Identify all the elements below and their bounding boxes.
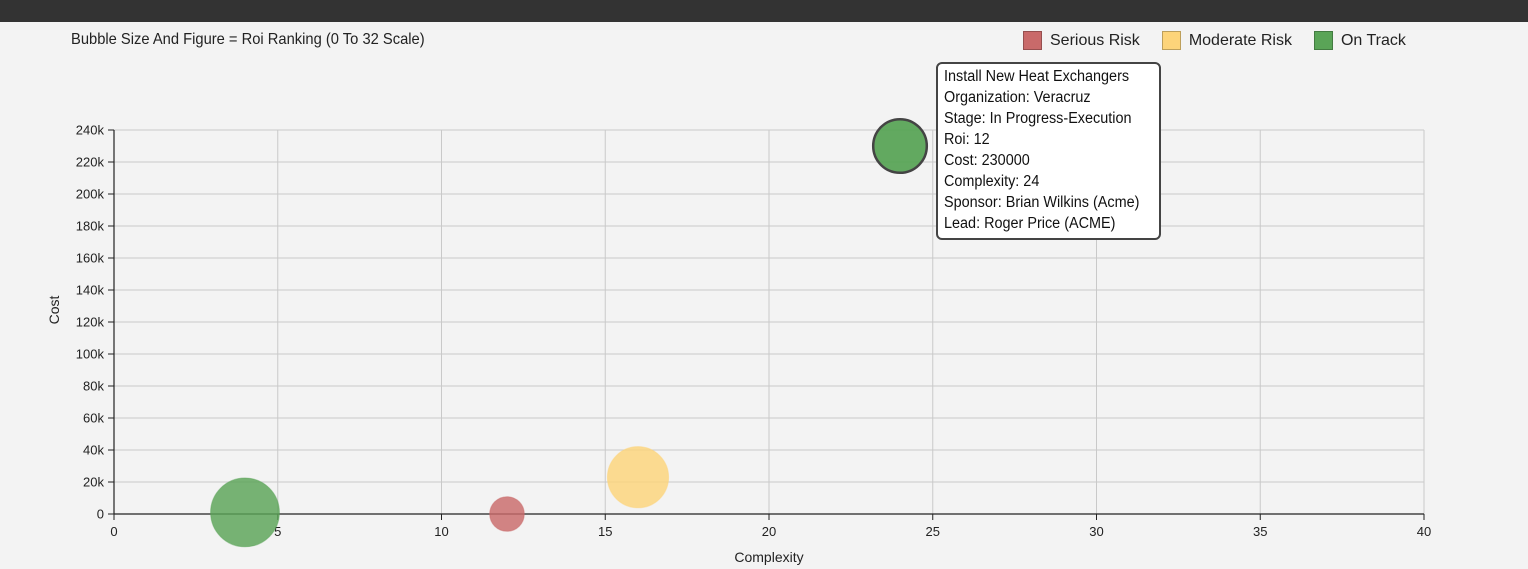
- chart-grid: [113, 129, 1425, 515]
- y-tick-label: 200k: [76, 187, 105, 202]
- chart-legend: Serious Risk Moderate Risk On Track: [1023, 31, 1428, 50]
- tooltip-line: Stage: In Progress-Execution: [944, 110, 1132, 127]
- x-axis-label: Complexity: [734, 549, 803, 565]
- legend-swatch-serious-risk: [1023, 31, 1042, 50]
- tooltip-line: Roi: 12: [944, 131, 990, 148]
- x-tick-label: 15: [598, 524, 612, 539]
- x-tick-label: 35: [1253, 524, 1267, 539]
- chart-axes: 0 20k 40k 60k 80k 100k 120k 140k 160k 180k 200k 220…: [76, 123, 1431, 540]
- bubble-moderate-risk: [606, 446, 670, 509]
- x-tick-label: 5: [274, 524, 281, 539]
- bubble-on-track: [871, 117, 929, 175]
- tooltip-line: Install New Heat Exchangers: [944, 68, 1130, 85]
- legend-swatch-moderate-risk: [1161, 31, 1181, 50]
- x-tick-label: 40: [1417, 524, 1431, 539]
- y-tick-label: 120k: [76, 315, 105, 330]
- bubble-on-track: [210, 477, 280, 548]
- x-tick-label: 0: [110, 524, 117, 539]
- x-tick-label: 20: [762, 524, 776, 539]
- tooltip-line: Complexity: 24: [944, 173, 1040, 190]
- y-tick-label: 20k: [83, 475, 104, 490]
- legend-label: Serious Risk: [1050, 31, 1140, 49]
- chart-bubbles: [210, 117, 929, 548]
- y-tick-label: 80k: [83, 379, 104, 394]
- legend-swatch-on-track: [1313, 31, 1333, 50]
- top-bar: [0, 0, 1528, 22]
- x-tick-label: 10: [434, 524, 448, 539]
- bubble-tooltip: Install New Heat Exchangers Organization…: [936, 62, 1162, 240]
- tooltip-line: Lead: Roger Price (ACME): [944, 215, 1116, 232]
- y-tick-label: 220k: [76, 155, 105, 170]
- chart-subtitle: Bubble Size And Figure = Roi Ranking (0 …: [71, 31, 425, 48]
- y-tick-label: 60k: [83, 411, 104, 426]
- legend-label: On Track: [1340, 31, 1406, 49]
- y-axis-label: Cost: [46, 296, 62, 325]
- y-tick-label: 140k: [76, 283, 105, 298]
- y-tick-label: 240k: [76, 123, 105, 138]
- x-tick-label: 30: [1089, 524, 1103, 539]
- x-tick-label: 25: [926, 524, 940, 539]
- y-tick-label: 40k: [83, 443, 104, 458]
- legend-item-serious-risk[interactable]: Serious Risk: [1023, 31, 1140, 50]
- y-tick-label: 180k: [76, 219, 105, 234]
- tooltip-line: Sponsor: Brian Wilkins (Acme): [944, 194, 1140, 211]
- legend-item-moderate-risk[interactable]: Moderate Risk: [1161, 31, 1292, 50]
- legend-item-on-track[interactable]: On Track: [1313, 31, 1406, 50]
- bubble-serious-risk: [489, 496, 525, 532]
- y-tick-label: 0: [97, 507, 104, 522]
- tooltip-line: Organization: Veracruz: [944, 89, 1091, 106]
- y-tick-label: 100k: [76, 347, 105, 362]
- tooltip-line: Cost: 230000: [944, 152, 1030, 169]
- legend-label: Moderate Risk: [1188, 31, 1292, 49]
- y-tick-label: 160k: [76, 251, 105, 266]
